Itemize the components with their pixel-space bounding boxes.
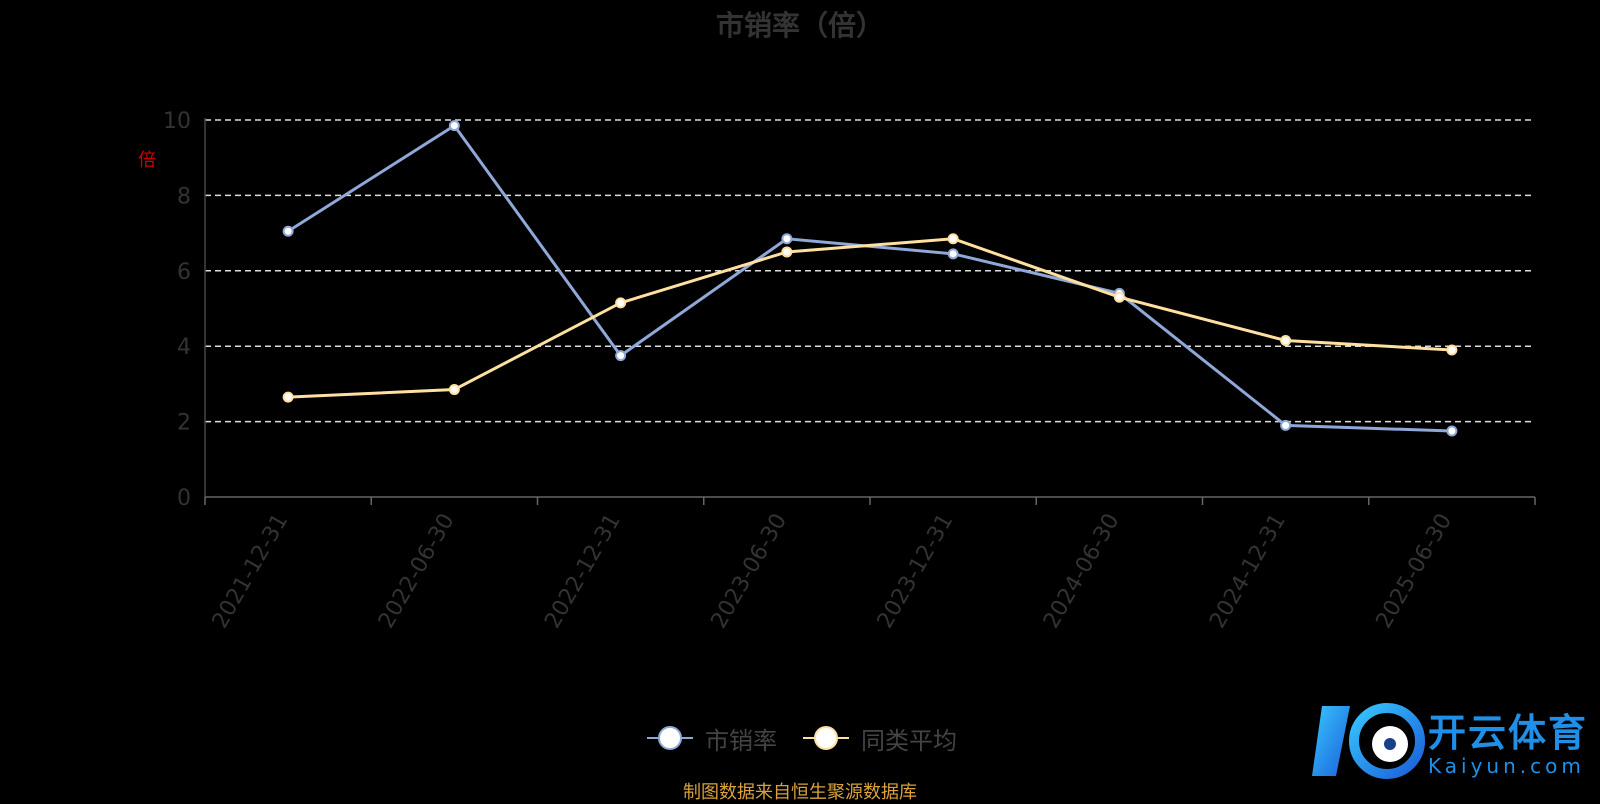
legend-label-ps: 市销率 — [705, 726, 777, 755]
data-point[interactable] — [1446, 344, 1458, 356]
x-tick-label: 2021-12-31 — [208, 510, 294, 633]
data-point[interactable] — [947, 248, 959, 260]
x-tick-label: 2024-12-31 — [1205, 510, 1291, 633]
y-tick-label: 10 — [163, 109, 191, 134]
y-tick-label: 4 — [177, 335, 191, 360]
data-point[interactable] — [781, 246, 793, 258]
data-point[interactable] — [1446, 425, 1458, 437]
legend-label-peer-avg: 同类平均 — [861, 726, 957, 755]
data-point[interactable] — [615, 350, 627, 362]
legend-marker-peer-avg-icon — [803, 726, 849, 750]
data-point[interactable] — [1280, 419, 1292, 431]
y-axis-unit: 倍 — [135, 150, 156, 168]
x-tick-label: 2022-12-31 — [540, 510, 626, 633]
source-note: 制图数据来自恒生聚源数据库 — [683, 782, 917, 803]
data-point[interactable] — [1280, 335, 1292, 347]
data-point[interactable] — [615, 297, 627, 309]
legend: 市销率 同类平均 — [645, 718, 957, 758]
data-point[interactable] — [282, 391, 294, 403]
series-lines — [282, 120, 1458, 437]
x-tick-label: 2023-06-30 — [706, 510, 792, 633]
kaiyun-logo-icon — [1312, 703, 1425, 779]
data-point[interactable] — [282, 225, 294, 237]
y-tick-label: 6 — [177, 260, 191, 285]
x-tick-label: 2023-12-31 — [873, 510, 959, 633]
x-tick-label: 2024-06-30 — [1039, 510, 1125, 633]
legend-item-peer-avg[interactable]: 同类平均 — [801, 721, 957, 756]
y-tick-label: 2 — [177, 411, 191, 436]
x-tick-label: 2022-06-30 — [374, 510, 460, 633]
x-tick-label: 2025-06-30 — [1371, 510, 1457, 633]
legend-item-ps[interactable]: 市销率 — [645, 721, 777, 756]
chart-title: 市销率（倍） — [715, 9, 884, 42]
axes: 0 2 4 6 8 10 2021-12-31 2022-06-30 2022-12-31 202… — [163, 109, 1536, 633]
data-point[interactable] — [448, 384, 460, 396]
y-tick-label: 8 — [177, 184, 191, 209]
y-tick-label: 0 — [177, 486, 191, 511]
watermark-domain: Kaiyun.com — [1428, 754, 1585, 778]
data-point[interactable] — [781, 233, 793, 245]
data-point[interactable] — [1113, 291, 1125, 303]
watermark-brand: 开云体育 — [1428, 711, 1589, 755]
data-point[interactable] — [947, 233, 959, 245]
grid-lines — [205, 119, 1535, 423]
series-line-1 — [288, 237, 1452, 399]
legend-marker-ps-icon — [647, 726, 693, 750]
data-point[interactable] — [448, 120, 460, 132]
